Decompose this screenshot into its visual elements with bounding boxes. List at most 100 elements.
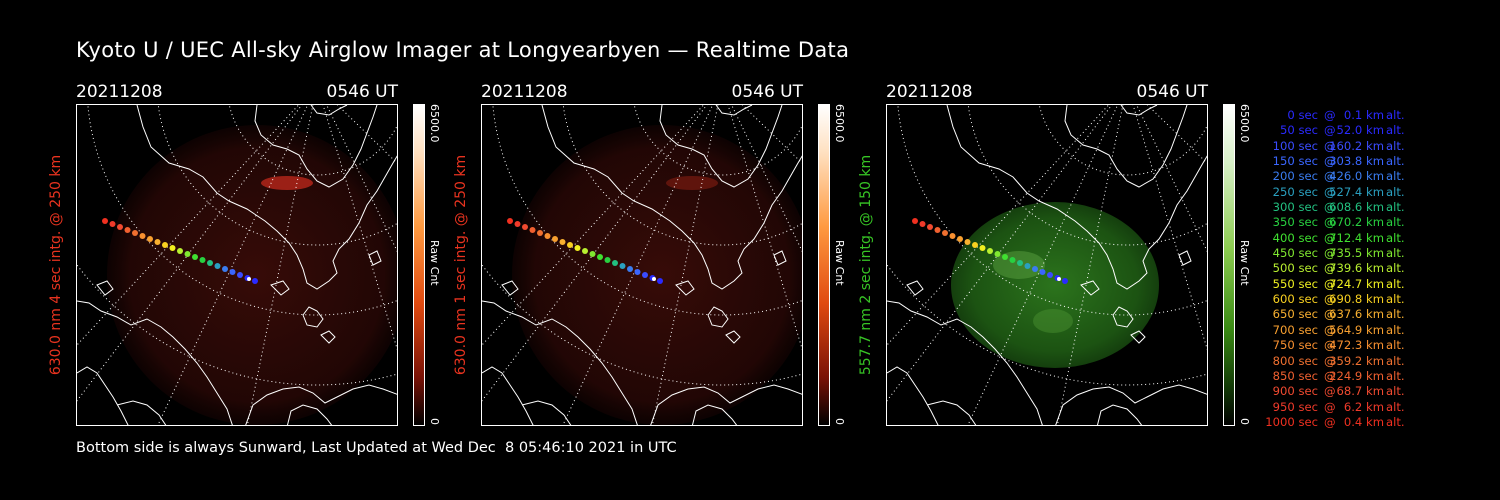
track-point [162,242,168,248]
coastline [675,280,695,296]
track-point [154,239,161,245]
legend-alt-suffix: alt. [1386,108,1405,122]
track-point [612,260,618,266]
legend-at-symbol: @ [1324,108,1336,122]
aurora-arc [666,176,718,190]
legend-altitude: 724.7 km [1329,276,1384,291]
coastline [482,366,534,425]
track-point [949,233,956,239]
colorbar-max-label: 6500.0 [1238,104,1251,143]
latitude-circle [1038,105,1207,176]
track-point [987,248,993,254]
coastline [77,300,233,425]
page-title: Kyoto U / UEC All-sky Airglow Imager at … [76,38,850,62]
coastline [887,366,939,425]
coastline [136,105,397,290]
track-point [252,278,258,284]
allsky-image [77,105,397,425]
legend-altitude: 690.8 km [1329,292,1384,307]
legend-altitude: 608.6 km [1329,200,1384,215]
meridian-line [967,105,1119,425]
track-point [597,254,603,260]
legend-row: 0 sec @0.1 km alt. [1262,108,1444,123]
legend-seconds: 850 sec [1272,368,1318,383]
legend-row: 700 sec @564.9 km alt. [1262,323,1444,338]
legend-alt-suffix: alt. [1386,154,1405,169]
imager-panel-1: 20211208 0546 UT 630.0 nm 4 sec intg. @ … [48,80,476,430]
airglow-disc [107,125,397,425]
legend-altitude: 670.2 km [1329,215,1384,230]
legend-row: 650 sec @637.6 km alt. [1262,307,1444,322]
legend-seconds: 350 sec [1272,215,1318,230]
coastline [368,250,382,266]
legend-altitude: 637.6 km [1329,307,1384,322]
footer-note: Bottom side is always Sunward, Last Upda… [76,440,677,456]
legend-row: 200 sec @426.0 km alt. [1262,169,1444,184]
track-point [1024,263,1031,269]
legend-seconds: 700 sec [1272,322,1318,337]
legend-altitude: 160.2 km [1329,138,1384,153]
legend-altitude: 527.4 km [1329,184,1384,199]
legend-row: 900 sec @68.7 km alt. [1262,384,1444,399]
track-point [559,239,566,245]
legend-seconds: 450 sec [1272,246,1318,261]
track-point [1009,257,1016,263]
legend-seconds: 500 sec [1272,261,1318,276]
track-point [237,272,243,278]
legend-alt-suffix: alt. [1386,384,1405,399]
legend-altitude: 739.6 km [1329,261,1384,276]
panel-date: 20211208 [886,82,973,102]
legend-seconds: 50 sec [1280,123,1318,138]
legend-altitude: 359.2 km [1329,353,1384,368]
allsky-image-frame [886,104,1208,426]
track-point [634,269,641,275]
track-point [934,227,941,233]
legend-seconds: 400 sec [1272,230,1318,245]
legend-alt-suffix: alt. [1386,184,1405,199]
airglow-disc [951,202,1159,368]
track-point [109,221,116,227]
panel-ylabel: 557.7 nm 2 sec intg. @ 150 km [858,154,874,376]
legend-row: 300 sec @608.6 km alt. [1262,200,1444,215]
coastline [659,105,783,188]
legend-row: 150 sec @303.8 km alt. [1262,154,1444,169]
legend-alt-suffix: alt. [1386,138,1405,153]
legend-altitude: 0.4 km [1343,414,1384,429]
coastline [887,300,1043,425]
colorbar-min-label: 0 [1238,418,1251,425]
track-point [147,236,153,242]
legend-alt-suffix: alt. [1386,246,1405,261]
colorbar-unit-label: Raw Cnt [428,240,441,286]
legend-altitude: 52.0 km [1336,123,1384,138]
track-point [957,236,963,242]
coastline [96,280,114,296]
legend-at-symbol: @ [1324,246,1336,261]
panel-time: 0546 UT [326,82,399,102]
track-point [199,257,206,263]
coastline [521,400,572,425]
legend-alt-suffix: alt. [1386,322,1405,337]
legend-at-symbol: @ [1324,138,1336,153]
track-point [1047,272,1053,278]
track-point [552,236,558,242]
meridian-line [157,105,309,425]
legend-seconds: 900 sec [1272,384,1318,399]
track-point [582,248,588,254]
panel-date: 20211208 [481,82,568,102]
imager-panel-3: 20211208 0546 UT 557.7 nm 2 sec intg. @ … [858,80,1286,430]
legend-seconds: 200 sec [1272,169,1318,184]
legend-row: 850 sec @224.9 km alt. [1262,369,1444,384]
legend-seconds: 750 sec [1272,338,1318,353]
legend-row: 950 sec @6.2 km alt. [1262,400,1444,415]
track-point [942,230,948,236]
track-point [124,227,131,233]
colorbar-max-label: 6500.0 [428,104,441,143]
coastline [650,384,802,425]
coastline [1120,105,1158,116]
legend-alt-suffix: alt. [1386,123,1405,138]
legend-altitude: 303.8 km [1329,154,1384,169]
track-point [919,221,926,227]
panel-time: 0546 UT [1136,82,1209,102]
legend-at-symbol: @ [1324,307,1336,322]
legend-seconds: 550 sec [1272,276,1318,291]
